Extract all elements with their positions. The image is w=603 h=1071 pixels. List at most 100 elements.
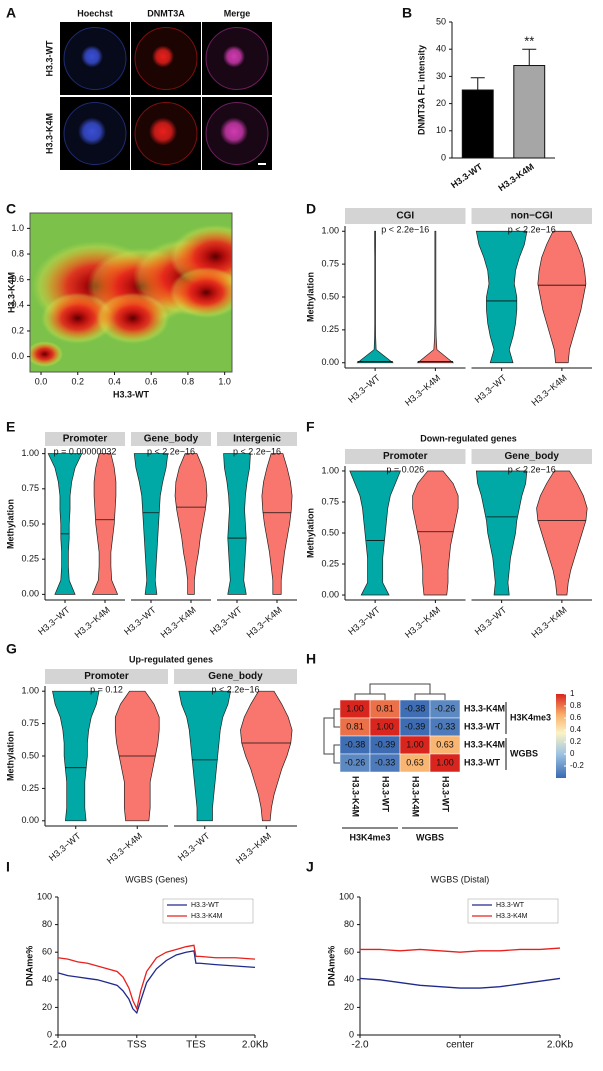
y-axis-label: DNAme%	[24, 946, 34, 987]
x-axis-label: H3.3-WT	[113, 389, 150, 399]
x-tick-label: H3.3−WT	[176, 830, 212, 863]
violin	[261, 453, 293, 595]
legend-label: H3.3-WT	[496, 902, 525, 909]
x-tick-label: H3.3−K4M	[159, 605, 198, 640]
nucleus	[223, 45, 245, 68]
x-tick-label: H3.3-K4M	[496, 161, 535, 193]
y-tick-label: 0.00	[321, 589, 339, 599]
panel-letter: F	[306, 419, 315, 435]
violin	[178, 690, 232, 822]
y-tick-label: 80	[344, 919, 354, 929]
y-tick-label: 0	[47, 1029, 52, 1039]
facet-strip	[345, 208, 466, 224]
panel-title: Up-regulated genes	[129, 654, 213, 664]
y-tick-label: 1.00	[321, 226, 339, 236]
nucleus	[152, 45, 174, 68]
column-label: H3.3-K4M	[411, 776, 421, 817]
x-tick-label: H3.3−K4M	[403, 373, 442, 408]
density-blob	[41, 292, 115, 344]
facet-label: Gene_body	[144, 434, 199, 445]
colorbar-label: 1	[570, 689, 575, 698]
cell-label: 0.63	[406, 757, 424, 767]
x-tick-label: 2.0Kb	[242, 1040, 269, 1051]
violin	[174, 453, 208, 595]
p-value: p < 2.2e−16	[233, 446, 281, 456]
p-value: p = 0.00000032	[54, 446, 117, 456]
y-tick-label: 20	[42, 1002, 52, 1012]
x-tick-label: H3.3−WT	[346, 604, 382, 637]
facet-label: non−CGI	[511, 211, 553, 222]
cell-label: -0.33	[375, 757, 396, 767]
density-layer	[30, 224, 232, 367]
dendrogram	[354, 683, 446, 700]
colorbar-label: 0.8	[570, 701, 582, 710]
cell-label: -0.38	[345, 739, 366, 749]
x-tick-label: H3.3−K4M	[529, 605, 568, 640]
violin	[537, 230, 587, 364]
x-tick-label: H3.3−WT	[346, 372, 382, 405]
p-value: p = 0.12	[90, 684, 123, 694]
x-tick-label: H3.3−K4M	[105, 831, 144, 866]
x-tick-label: H3.3−WT	[473, 604, 509, 637]
legend-box	[162, 898, 254, 924]
density-blob	[96, 292, 170, 344]
facet-strip	[45, 432, 125, 446]
nucleus	[149, 117, 177, 146]
violin	[412, 470, 459, 596]
panel-letter: A	[6, 5, 16, 21]
y-tick-label: 0.75	[321, 496, 339, 506]
density-blob	[30, 341, 64, 367]
p-value: p < 2.2e−16	[147, 446, 195, 456]
y-tick-label: 100	[37, 891, 52, 901]
facet-strip	[345, 449, 466, 464]
legend-label: H3.3-K4M	[496, 913, 528, 920]
x-tick-label: TSS	[127, 1040, 147, 1051]
colorbar-label: -0.2	[570, 761, 584, 770]
colorbar	[556, 694, 566, 778]
nucleus	[81, 45, 103, 68]
p-value: p < 2.2e−16	[381, 224, 429, 234]
row-label: H3.3-WT	[44, 40, 54, 77]
y-tick-label: 0.00	[21, 815, 39, 825]
y-axis-label: DNMT3A FL intensity	[416, 45, 426, 135]
x-tick-label: H3.3−WT	[208, 604, 244, 637]
facet-strip	[45, 669, 168, 684]
violin	[475, 470, 528, 596]
y-tick-label: 0.50	[321, 291, 339, 301]
column-header: Merge	[224, 8, 251, 18]
x-tick-label: 0.0	[35, 376, 48, 386]
x-tick-label: 1.0	[218, 376, 231, 386]
violin	[536, 470, 588, 596]
y-tick-label: 10	[436, 125, 446, 135]
plot-frame	[29, 212, 233, 373]
facet-label: Promoter	[383, 451, 428, 462]
y-tick-label: 0.25	[321, 324, 339, 334]
cell-label: -0.39	[375, 739, 396, 749]
x-tick-label: 0.2	[71, 376, 84, 386]
y-tick-label: 30	[436, 71, 446, 81]
y-tick-label: 0.0	[11, 351, 24, 361]
y-axis-label: H3.3-K4M	[6, 272, 16, 313]
y-tick-label: 0.50	[21, 750, 39, 760]
legend-box	[467, 898, 559, 924]
panel-letter: H	[306, 651, 316, 667]
row-label: H3.3-WT	[464, 721, 501, 731]
column-label: H3.3-K4M	[351, 776, 361, 817]
row-label: H3.3-WT	[464, 757, 501, 767]
column-header: DNMT3A	[147, 8, 185, 18]
cell-label: -0.33	[435, 721, 456, 731]
y-tick-label: 0.00	[321, 357, 339, 367]
y-tick-label: 20	[436, 98, 446, 108]
bar	[513, 65, 546, 159]
y-tick-label: 0.25	[21, 554, 39, 564]
y-tick-label: 0.50	[21, 518, 39, 528]
cell-label: 0.63	[436, 739, 454, 749]
column-label: H3.3-WT	[381, 776, 391, 813]
bar	[461, 89, 494, 159]
y-tick-label: 0.00	[21, 589, 39, 599]
x-tick-label: H3.3−K4M	[403, 605, 442, 640]
panel-title: Down-regulated genes	[420, 433, 517, 443]
cell-label: -0.26	[435, 703, 456, 713]
